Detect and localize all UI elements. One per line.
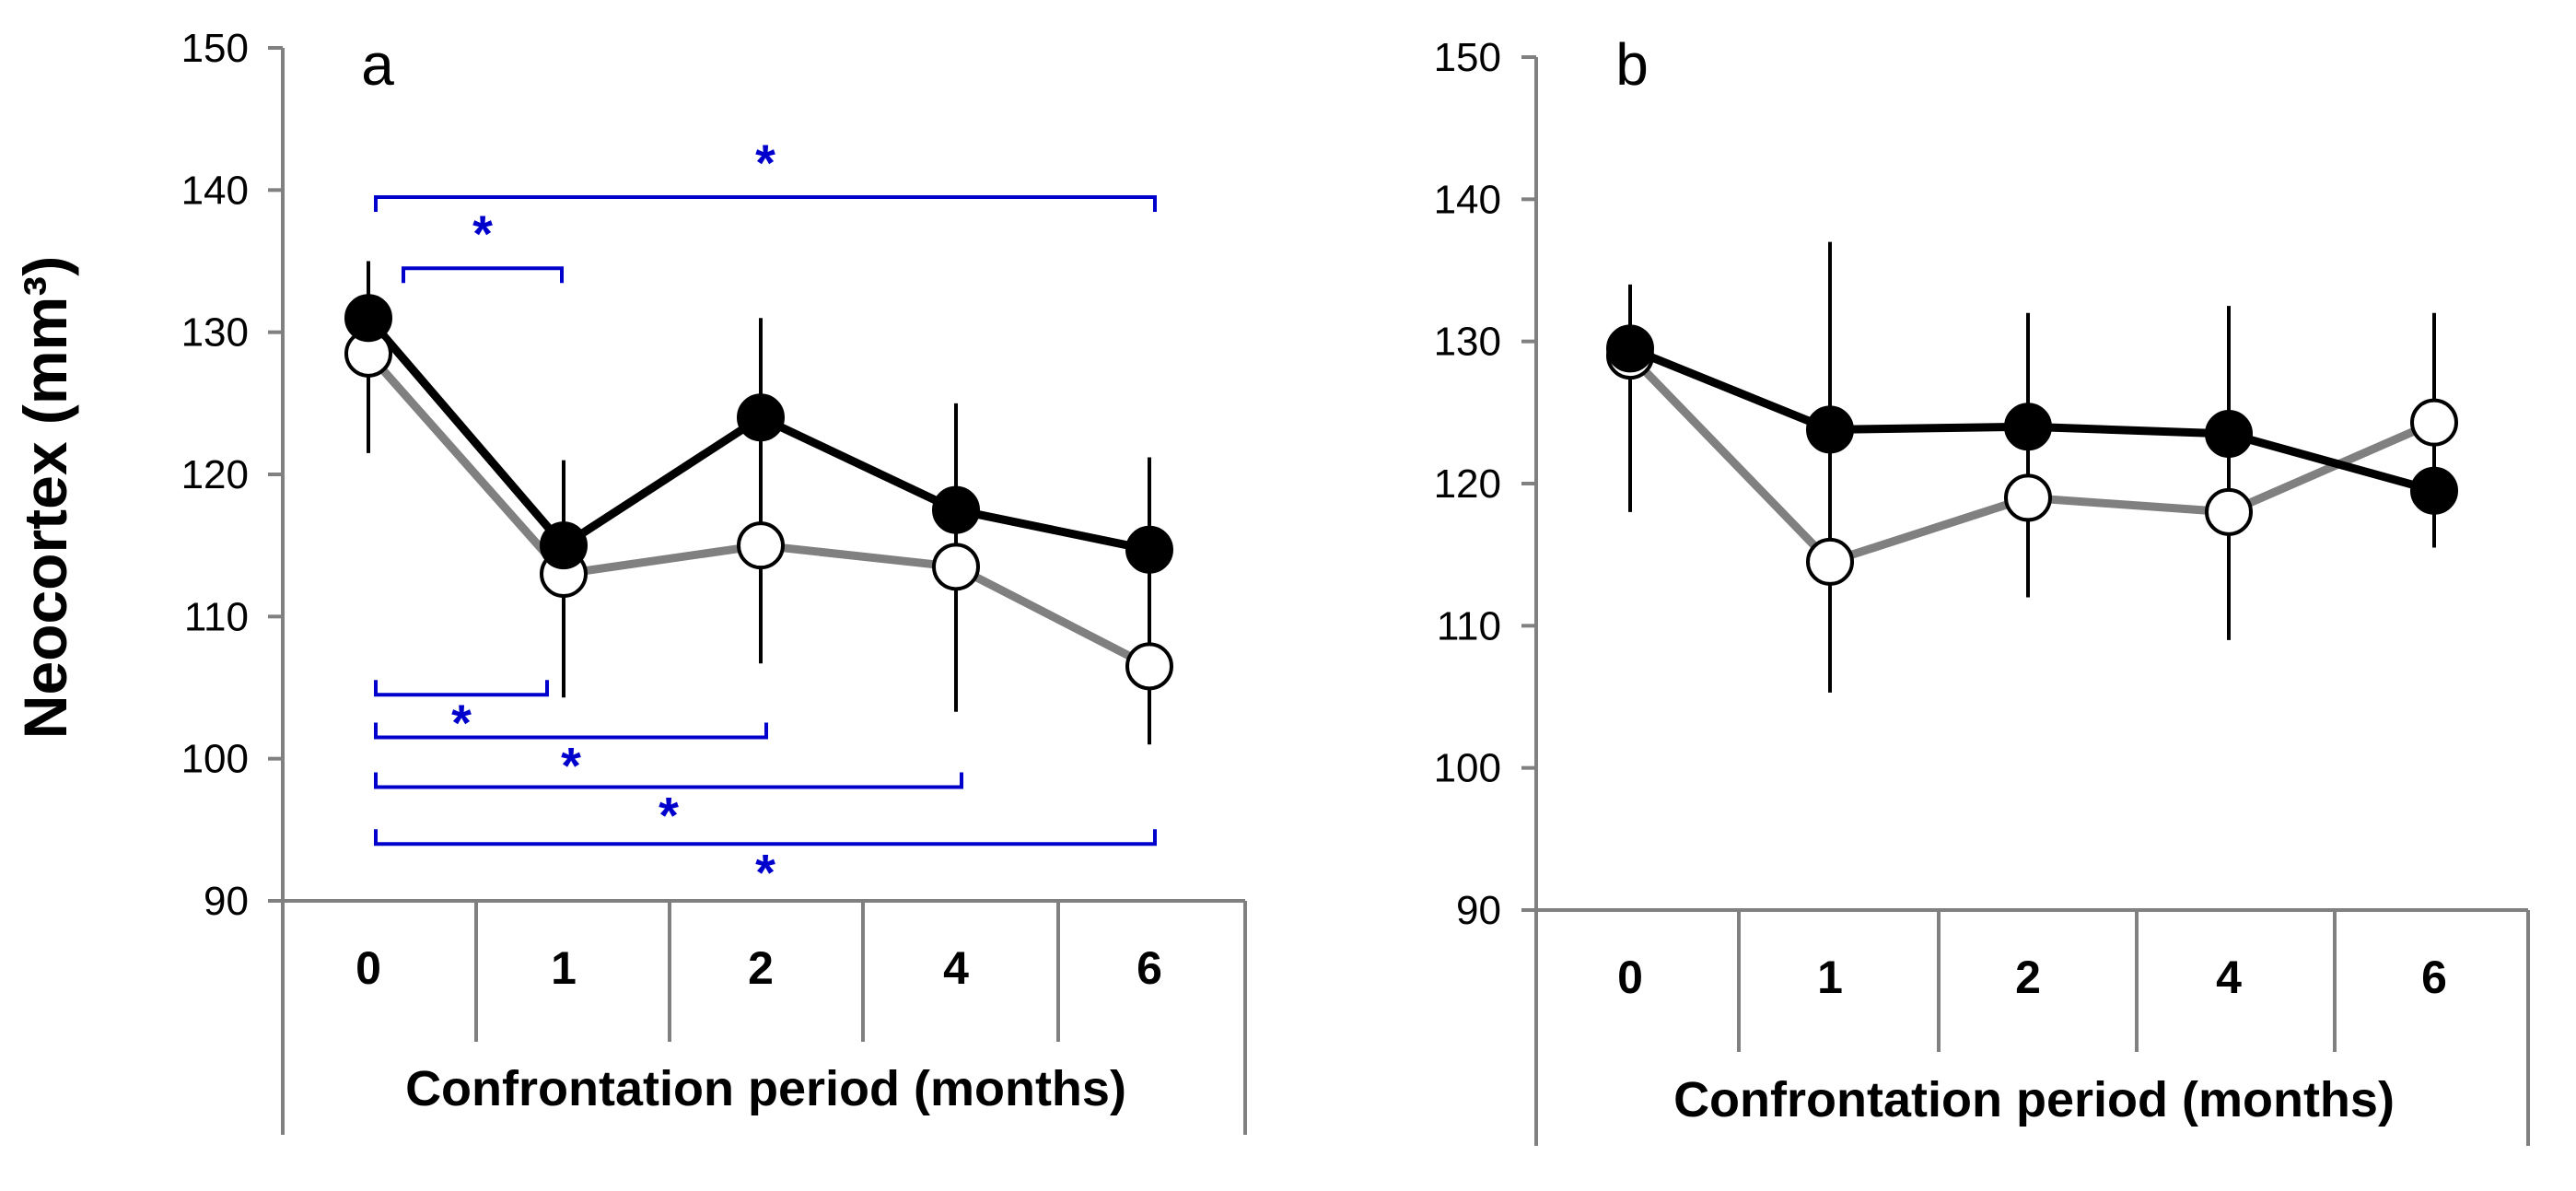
- x-category-label: 0: [356, 942, 381, 994]
- data-point-filled: [932, 485, 980, 534]
- y-tick-label: 90: [1456, 888, 1501, 933]
- significance-star: *: [755, 843, 775, 901]
- y-tick-label: 100: [181, 737, 249, 782]
- panel-label: b: [1615, 31, 1649, 98]
- x-category-label: 2: [2015, 952, 2041, 1003]
- x-axis-label: Confrontation period (months): [1673, 1072, 2395, 1127]
- x-category-label: 6: [2421, 952, 2447, 1003]
- significance-star: *: [755, 134, 775, 192]
- y-tick-label: 110: [184, 594, 249, 639]
- y-tick-label: 150: [181, 26, 249, 71]
- y-axis-label: Neocortex (mm³): [11, 256, 79, 739]
- data-point-open: [2410, 398, 2458, 447]
- y-tick-label: 120: [181, 452, 249, 497]
- y-tick-label: 140: [181, 168, 249, 213]
- significance-bracket: [374, 772, 963, 789]
- data-point-filled: [1806, 405, 1854, 454]
- panel-label: a: [361, 31, 394, 98]
- data-point-open: [2205, 487, 2253, 536]
- data-point-open: [2004, 473, 2052, 522]
- x-category-label: 2: [748, 942, 774, 994]
- data-point-open: [932, 543, 980, 591]
- significance-bracket: [374, 722, 768, 740]
- x-category-label: 1: [551, 942, 577, 994]
- y-tick-label: 110: [1437, 603, 1501, 648]
- data-point-filled: [540, 521, 588, 570]
- data-point-filled: [1606, 324, 1654, 373]
- x-category-label: 4: [943, 942, 969, 994]
- data-point-filled: [2205, 409, 2253, 458]
- y-tick-label: 140: [1434, 177, 1501, 222]
- significance-star: *: [472, 204, 493, 263]
- significance-star: *: [659, 787, 679, 845]
- data-point-filled: [344, 294, 392, 343]
- significance-star: *: [451, 694, 472, 752]
- significance-bracket: [402, 266, 564, 284]
- data-point-filled: [1125, 525, 1173, 574]
- x-axis-label: Confrontation period (months): [405, 1061, 1126, 1116]
- panel-a: 90 100 110 120 130 140 150 0 1 2 4 6 Confrontation p…: [181, 26, 1247, 1135]
- x-category-label: 0: [1617, 952, 1643, 1003]
- data-point-open: [1806, 537, 1854, 586]
- data-point-open: [1125, 642, 1173, 691]
- y-tick-label: 150: [1434, 35, 1501, 80]
- y-tick-label: 130: [181, 310, 249, 356]
- data-point-open: [737, 521, 785, 570]
- x-category-label: 6: [1136, 942, 1162, 994]
- y-tick-label: 100: [1434, 746, 1501, 791]
- x-category-label: 1: [1817, 952, 1843, 1003]
- significance-bracket: [374, 680, 549, 697]
- y-tick-label: 120: [1434, 461, 1501, 507]
- data-point-filled: [2410, 466, 2458, 515]
- significance-bracket: [374, 829, 1157, 847]
- y-tick-label: 90: [204, 879, 249, 924]
- data-point-filled: [2004, 403, 2052, 451]
- significance-star: *: [561, 737, 581, 795]
- x-category-label: 4: [2216, 952, 2242, 1003]
- data-point-filled: [737, 393, 785, 442]
- y-tick-label: 130: [1434, 320, 1501, 365]
- panel-b: 90 100 110 120 130 140 150 0 1 2 4 6 Confrontation p…: [1434, 31, 2530, 1146]
- significance-bracket: [374, 195, 1157, 213]
